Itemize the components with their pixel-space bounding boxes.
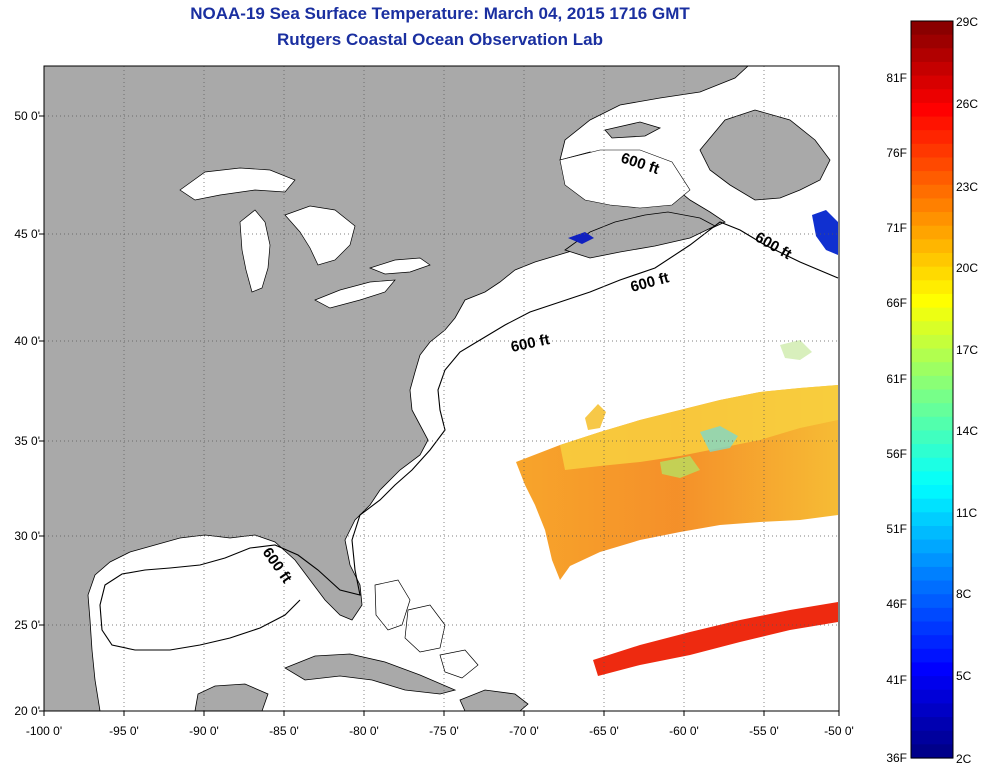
sst-swath-cyan-patch: [700, 426, 738, 452]
lon-tick-label: -100 0': [26, 724, 62, 738]
lon-tick-label: -95 0': [109, 724, 139, 738]
lon-tick-label: -85 0': [269, 724, 299, 738]
sst-swath-top-specks: [780, 340, 812, 360]
sst-blue-cabot: [568, 232, 594, 244]
lake-erie: [314, 279, 396, 309]
lat-tick-label: 25 0': [14, 618, 40, 632]
hispaniola-land: [459, 689, 529, 711]
anticosti-land: [604, 121, 662, 139]
lat-tick-label: 50 0': [14, 109, 40, 123]
lat-tick-label: 45 0': [14, 227, 40, 241]
lat-tick-label: 20 0': [14, 704, 40, 718]
lon-tick-label: -65 0': [589, 724, 619, 738]
lon-tick-label: -90 0': [189, 724, 219, 738]
lon-tick-label: -60 0': [669, 724, 699, 738]
depth-contour-600ft: [99, 221, 839, 651]
map-subtitle: Rutgers Coastal Ocean Observation Lab: [277, 30, 603, 49]
cuba-land: [284, 653, 457, 695]
nova-scotia-land: [564, 211, 716, 259]
longitude-labels: -100 0' -95 0' -90 0' -85 0' -80 0' -75 0' -70…: [26, 711, 854, 738]
sst-swath-outlier: [585, 404, 606, 430]
lon-tick-label: -55 0': [749, 724, 779, 738]
sst-swath-green-patch: [660, 456, 700, 478]
lake-ontario: [368, 257, 431, 275]
newfoundland-land: [699, 109, 831, 201]
lake-michigan: [239, 209, 271, 293]
map-grid: [44, 66, 839, 711]
sst-swath-north-fringe: [560, 385, 838, 470]
lat-tick-label: 35 0': [14, 434, 40, 448]
map-frame: [43, 65, 840, 712]
bahamas-banks: [374, 579, 479, 679]
lon-tick-label: -50 0': [824, 724, 854, 738]
lon-tick-label: -80 0': [349, 724, 379, 738]
lon-tick-label: -75 0': [429, 724, 459, 738]
yucatan-land: [194, 683, 269, 711]
latitude-labels: 50 0' 45 0' 40 0' 35 0' 30 0' 25 0' 20 0': [14, 109, 44, 718]
map-title: NOAA-19 Sea Surface Temperature: March 0…: [190, 4, 690, 23]
gulf-st-lawrence: [559, 149, 691, 209]
lat-tick-label: 40 0': [14, 334, 40, 348]
lat-tick-label: 30 0': [14, 529, 40, 543]
lon-tick-label: -70 0': [509, 724, 539, 738]
sst-blue-newfoundland: [812, 210, 838, 255]
lake-superior: [179, 167, 296, 201]
sst-swath-south: [593, 602, 838, 676]
lake-huron: [284, 205, 356, 266]
